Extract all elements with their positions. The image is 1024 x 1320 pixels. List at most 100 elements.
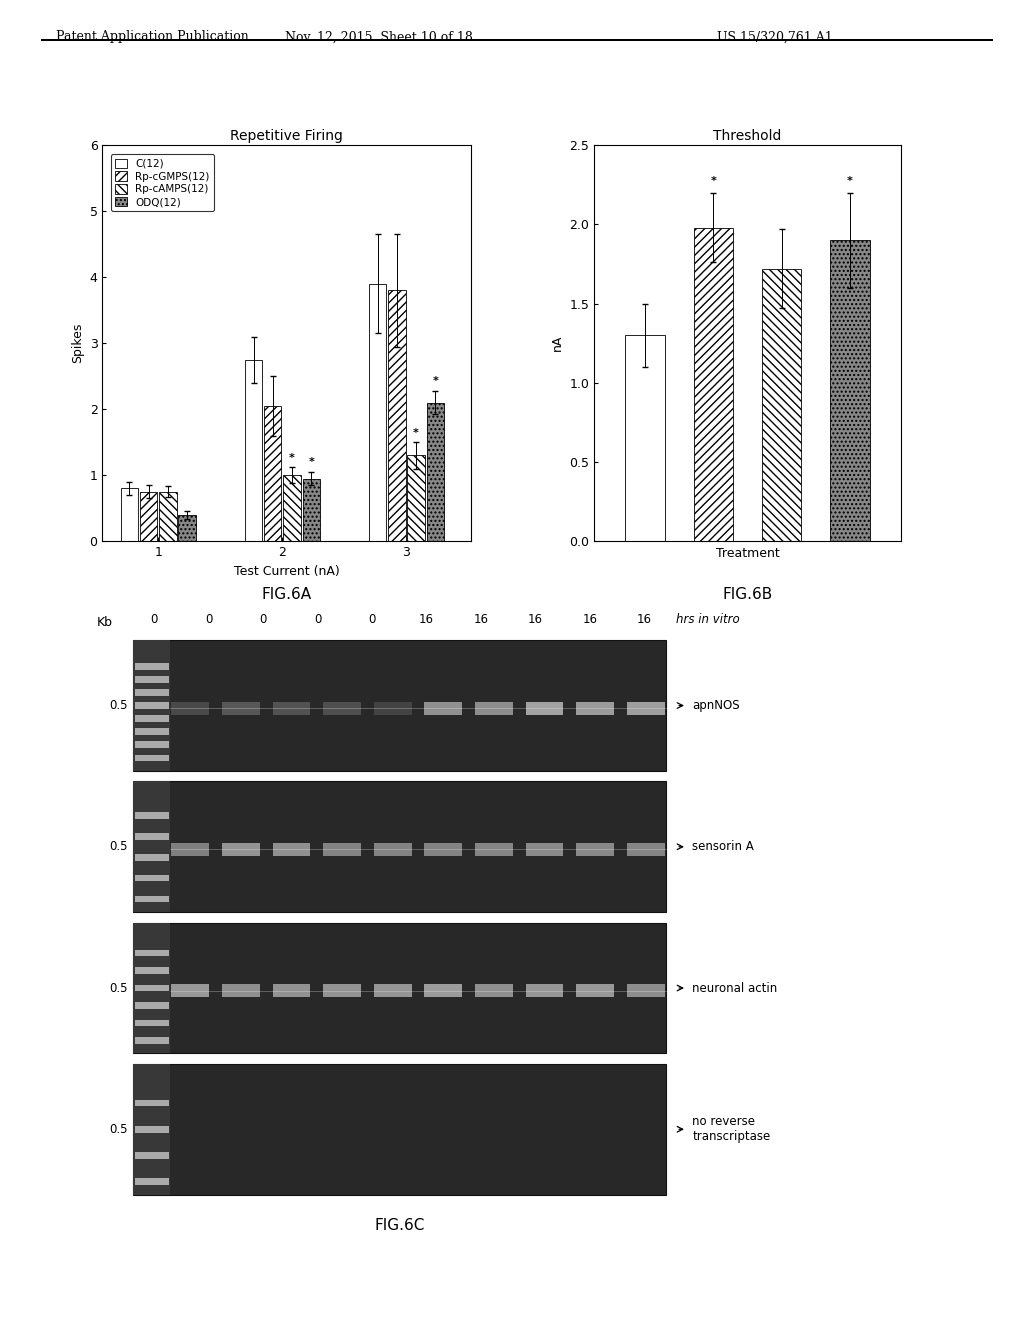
Bar: [135, 1019, 169, 1026]
Legend: C(12), Rp-cGMPS(12), Rp-cAMPS(12), ODQ(12): C(12), Rp-cGMPS(12), Rp-cAMPS(12), ODQ(1…: [112, 154, 214, 211]
Bar: [133, 1064, 170, 1195]
Bar: [762, 269, 802, 541]
Text: 0: 0: [260, 612, 267, 626]
Y-axis label: Spikes: Spikes: [71, 323, 84, 363]
Bar: [369, 284, 386, 541]
Bar: [171, 843, 209, 855]
Bar: [135, 950, 169, 957]
Bar: [135, 1038, 169, 1044]
Text: sensorin A: sensorin A: [692, 841, 754, 853]
X-axis label: Treatment: Treatment: [716, 546, 779, 560]
Bar: [135, 1002, 169, 1008]
X-axis label: Test Current (nA): Test Current (nA): [233, 565, 340, 578]
Bar: [135, 875, 169, 882]
Bar: [388, 290, 406, 541]
Bar: [408, 455, 425, 541]
Bar: [135, 702, 169, 709]
Text: FIG.6C: FIG.6C: [374, 1218, 425, 1233]
Text: *: *: [289, 453, 295, 463]
Text: hrs in vitro: hrs in vitro: [676, 612, 740, 626]
Bar: [324, 985, 360, 997]
Title: Threshold: Threshold: [714, 128, 781, 143]
Bar: [222, 702, 260, 714]
Text: 0: 0: [314, 612, 322, 626]
Text: 0.5: 0.5: [110, 1123, 128, 1135]
Bar: [272, 985, 310, 997]
Bar: [693, 227, 733, 541]
Bar: [171, 985, 209, 997]
Bar: [245, 360, 262, 541]
Bar: [525, 702, 563, 714]
Bar: [425, 702, 462, 714]
Bar: [222, 843, 260, 855]
Bar: [171, 702, 209, 714]
Text: *: *: [308, 457, 314, 467]
Text: 0: 0: [205, 612, 213, 626]
Bar: [264, 407, 282, 541]
Bar: [525, 985, 563, 997]
Y-axis label: nA: nA: [551, 335, 563, 351]
Bar: [626, 335, 665, 541]
Bar: [627, 702, 665, 714]
Text: *: *: [432, 376, 438, 385]
Bar: [133, 640, 170, 771]
Bar: [475, 843, 513, 855]
Bar: [135, 833, 169, 840]
Bar: [627, 843, 665, 855]
Bar: [135, 854, 169, 861]
Bar: [135, 896, 169, 903]
Bar: [374, 843, 412, 855]
Bar: [135, 742, 169, 748]
Bar: [374, 985, 412, 997]
Bar: [135, 676, 169, 682]
Text: Patent Application Publication: Patent Application Publication: [56, 30, 249, 44]
Text: 16: 16: [473, 612, 488, 626]
Bar: [135, 968, 169, 974]
Bar: [577, 843, 614, 855]
Bar: [830, 240, 869, 541]
Bar: [133, 923, 170, 1053]
Text: neuronal actin: neuronal actin: [692, 982, 777, 994]
Bar: [135, 715, 169, 722]
Text: 0: 0: [369, 612, 376, 626]
Text: 16: 16: [528, 612, 543, 626]
Bar: [133, 781, 170, 912]
Bar: [135, 812, 169, 818]
Bar: [135, 1126, 169, 1133]
Bar: [135, 1100, 169, 1106]
Text: 16: 16: [419, 612, 434, 626]
Bar: [135, 755, 169, 762]
Bar: [302, 479, 319, 541]
Bar: [135, 663, 169, 669]
Text: 16: 16: [583, 612, 597, 626]
Title: Repetitive Firing: Repetitive Firing: [230, 128, 343, 143]
Bar: [135, 729, 169, 735]
Bar: [272, 702, 310, 714]
Text: 0.5: 0.5: [110, 982, 128, 994]
Bar: [135, 1152, 169, 1159]
Bar: [222, 985, 260, 997]
Text: *: *: [847, 177, 853, 186]
Bar: [627, 985, 665, 997]
Bar: [475, 702, 513, 714]
Bar: [577, 985, 614, 997]
Bar: [427, 403, 444, 541]
Text: FIG.6B: FIG.6B: [722, 587, 773, 602]
Bar: [425, 985, 462, 997]
Text: FIG.6A: FIG.6A: [262, 587, 311, 602]
Text: 16: 16: [637, 612, 652, 626]
Text: apnNOS: apnNOS: [692, 700, 740, 711]
Bar: [525, 843, 563, 855]
Bar: [374, 702, 412, 714]
Text: 0: 0: [151, 612, 158, 626]
Bar: [159, 492, 176, 541]
Text: *: *: [711, 177, 717, 186]
Bar: [324, 843, 360, 855]
Bar: [324, 702, 360, 714]
Text: US 15/320,761 A1: US 15/320,761 A1: [717, 30, 833, 44]
Text: Kb: Kb: [96, 616, 113, 630]
Bar: [140, 492, 158, 541]
Bar: [425, 843, 462, 855]
Bar: [135, 1179, 169, 1185]
Bar: [475, 985, 513, 997]
